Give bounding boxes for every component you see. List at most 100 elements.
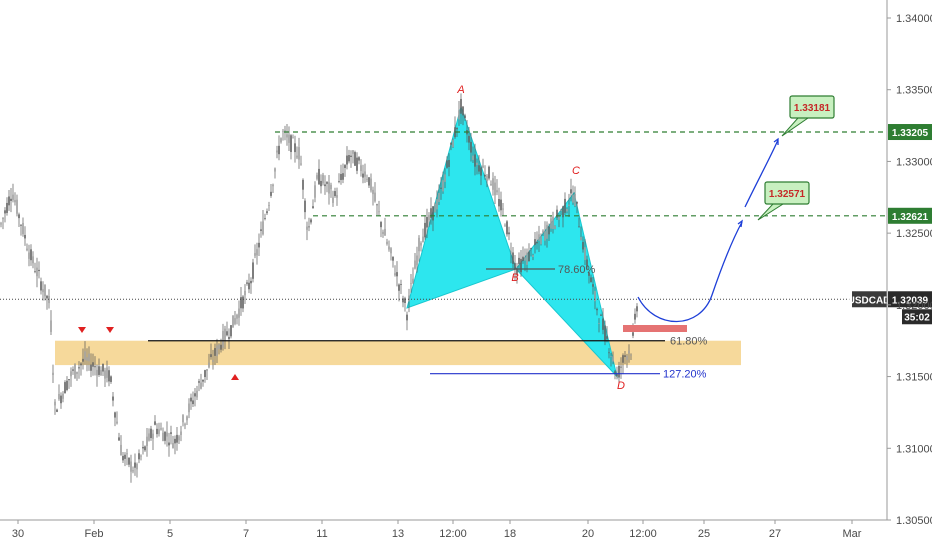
candle bbox=[620, 357, 622, 379]
candle bbox=[478, 154, 480, 175]
candle bbox=[516, 262, 518, 284]
candle bbox=[462, 106, 464, 126]
candle bbox=[376, 203, 378, 216]
candle bbox=[398, 283, 400, 302]
candle bbox=[52, 364, 54, 384]
candle bbox=[98, 358, 100, 377]
levels-layer: 1.33205 1.32621 USDCAD 1.32039 35:02 78.60% 61… bbox=[0, 124, 932, 381]
candle bbox=[180, 425, 182, 442]
candle bbox=[150, 425, 152, 441]
pattern-xab bbox=[406, 105, 517, 309]
candle bbox=[126, 448, 128, 466]
candle bbox=[326, 180, 328, 193]
price-tick-label: 1.32000 bbox=[896, 300, 932, 312]
candle bbox=[84, 341, 86, 365]
candle bbox=[508, 226, 510, 241]
candle bbox=[284, 125, 286, 141]
candle bbox=[576, 201, 578, 214]
candle bbox=[302, 178, 304, 200]
time-tick-label: 12:00 bbox=[439, 528, 467, 540]
price-tick-label: 1.31000 bbox=[896, 443, 932, 455]
candle bbox=[364, 163, 366, 183]
candle bbox=[298, 137, 300, 169]
candle bbox=[28, 244, 30, 267]
candle bbox=[382, 229, 384, 238]
candle bbox=[148, 428, 150, 442]
candle bbox=[92, 353, 94, 376]
pattern-point-b: B bbox=[511, 272, 518, 284]
candle bbox=[350, 150, 352, 168]
candle bbox=[526, 248, 528, 273]
candle bbox=[132, 466, 134, 474]
candle bbox=[170, 425, 172, 445]
candle bbox=[436, 190, 438, 218]
candle bbox=[262, 210, 264, 236]
candle bbox=[152, 429, 154, 451]
candle bbox=[78, 361, 80, 379]
level-price-tag bbox=[888, 207, 932, 224]
candle bbox=[218, 343, 220, 355]
candle bbox=[370, 173, 372, 193]
candle bbox=[26, 243, 28, 252]
candle bbox=[454, 116, 456, 139]
candle bbox=[86, 348, 88, 372]
candle bbox=[156, 423, 158, 438]
candle bbox=[452, 138, 454, 149]
candle bbox=[442, 171, 444, 194]
candle bbox=[116, 411, 118, 425]
candle bbox=[596, 307, 598, 316]
candle bbox=[300, 155, 302, 166]
candle bbox=[68, 378, 70, 389]
candle bbox=[358, 156, 360, 165]
candle bbox=[580, 226, 582, 241]
candle bbox=[296, 146, 298, 160]
candle bbox=[472, 146, 474, 164]
candle bbox=[236, 313, 238, 325]
down-arrow-marker bbox=[78, 327, 86, 333]
candle bbox=[212, 349, 214, 370]
candle bbox=[72, 366, 74, 375]
candle bbox=[50, 310, 52, 335]
candle bbox=[320, 174, 322, 194]
candle bbox=[356, 152, 358, 175]
candle bbox=[54, 399, 56, 415]
candle bbox=[502, 203, 504, 216]
candle bbox=[276, 145, 278, 159]
candle bbox=[210, 343, 212, 360]
candle bbox=[162, 427, 164, 442]
projection-arrowhead bbox=[773, 137, 779, 145]
candle bbox=[460, 93, 462, 124]
candle bbox=[20, 224, 22, 236]
candle bbox=[268, 201, 270, 211]
candle bbox=[464, 113, 466, 121]
down-arrow-marker bbox=[106, 327, 114, 333]
candle bbox=[550, 216, 552, 232]
candle bbox=[264, 213, 266, 221]
candle bbox=[444, 168, 446, 189]
candle bbox=[12, 183, 14, 203]
candle bbox=[0, 221, 2, 228]
candle bbox=[184, 422, 186, 430]
candle bbox=[160, 422, 162, 431]
harmonic-pattern-layer bbox=[406, 105, 618, 379]
candle bbox=[216, 338, 218, 363]
candle bbox=[520, 249, 522, 277]
candle bbox=[96, 364, 98, 387]
candle bbox=[226, 321, 228, 337]
level-price-tag bbox=[888, 124, 932, 141]
candle bbox=[46, 294, 48, 310]
candle bbox=[424, 215, 426, 240]
candle bbox=[510, 242, 512, 264]
candle bbox=[112, 391, 114, 407]
candle bbox=[498, 187, 500, 212]
candle bbox=[158, 422, 160, 437]
candle bbox=[432, 205, 434, 232]
fib-label: 127.20% bbox=[663, 369, 707, 381]
candle bbox=[172, 435, 174, 449]
candle bbox=[250, 277, 252, 294]
candle bbox=[548, 223, 550, 241]
annotations-layer: 1.33181 1.32571 A B C D bbox=[78, 84, 835, 392]
candle bbox=[214, 343, 216, 365]
projection-path bbox=[637, 221, 743, 323]
candle bbox=[514, 254, 516, 281]
